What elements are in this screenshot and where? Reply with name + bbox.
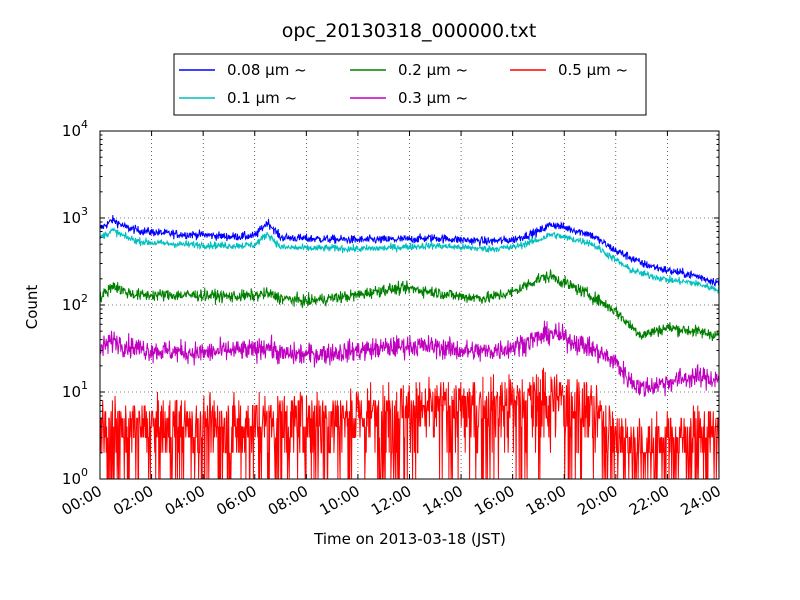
x-axis-label: Time on 2013-03-18 (JST) (313, 530, 506, 548)
legend-box (173, 53, 647, 116)
series-line-0 (99, 215, 720, 287)
legend-label: 0.3 μm ~ (398, 89, 468, 107)
y-tick-label: 100 (62, 466, 88, 488)
y-axis-label: Count (23, 285, 41, 330)
x-tick-label: 08:00 (265, 482, 311, 519)
series-line-4 (99, 367, 720, 480)
x-tick-label: 18:00 (523, 482, 569, 519)
x-tick-label: 10:00 (316, 482, 362, 519)
legend: 0.08 μm ~ 0.1 μm ~ 0.2 μm ~ 0.3 μm ~ 0.5 μm … (173, 53, 647, 116)
x-tick-label: 02:00 (110, 482, 156, 519)
x-tick-label: 24:00 (678, 482, 724, 519)
legend-label: 0.08 μm ~ (227, 61, 307, 79)
x-tick-label: 16:00 (471, 482, 517, 519)
legend-label: 0.2 μm ~ (398, 61, 468, 79)
legend-label: 0.1 μm ~ (227, 89, 297, 107)
chart-title: opc_20130318_000000.txt (282, 20, 537, 42)
y-tick-label: 101 (62, 379, 88, 401)
legend-label: 0.5 μm ~ (558, 61, 628, 79)
y-tick-label: 104 (62, 118, 88, 140)
series-line-1 (99, 226, 720, 294)
y-tick-label: 103 (62, 205, 88, 227)
x-tick-label: 06:00 (213, 482, 259, 519)
series-line-2 (99, 269, 720, 342)
x-tick-label: 14:00 (420, 482, 466, 519)
x-tick-label: 20:00 (574, 482, 620, 519)
x-tick-label: 22:00 (626, 482, 672, 519)
x-tick-label: 04:00 (162, 482, 208, 519)
x-tick-label: 12:00 (368, 482, 414, 519)
y-tick-label: 102 (62, 292, 88, 314)
series-line-3 (99, 320, 720, 397)
series-lines (99, 215, 720, 480)
